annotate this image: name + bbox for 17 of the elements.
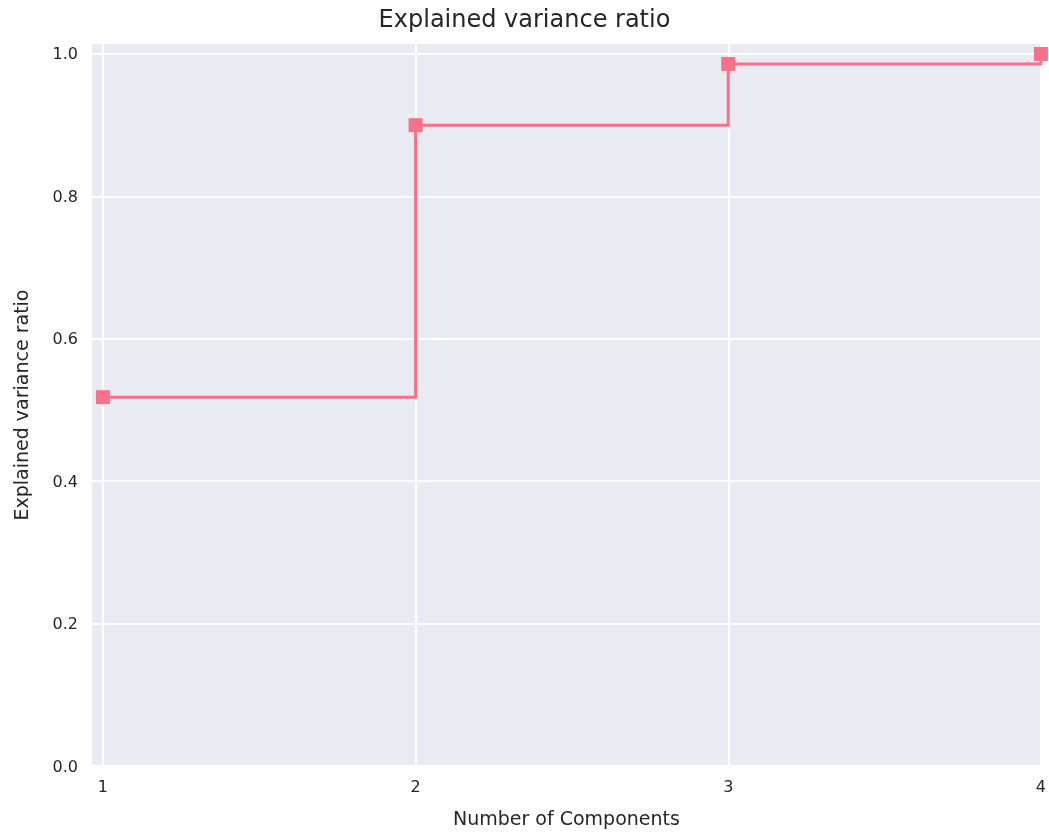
point [95, 390, 110, 405]
chart-title: Explained variance ratio [378, 5, 671, 33]
x-tick-label: 1 [97, 776, 109, 796]
y-axis-title: Explained variance ratio [9, 289, 32, 521]
y-tick-label: 0.0 [52, 756, 78, 776]
point [408, 118, 423, 133]
x-tick-label: 4 [1035, 776, 1046, 796]
x-axis-title: Number of Components [452, 806, 680, 829]
y-tick-label: 0.2 [52, 614, 78, 634]
x-tick-label: 2 [410, 776, 421, 796]
y-tick-label: 1.0 [52, 44, 78, 64]
y-tick-label: 0.8 [52, 186, 78, 206]
point [721, 56, 736, 71]
y-tick-label: 0.4 [52, 471, 78, 491]
point [1033, 46, 1048, 61]
x-tick-label: 3 [723, 776, 734, 796]
y-tick-label: 0.6 [52, 329, 78, 349]
